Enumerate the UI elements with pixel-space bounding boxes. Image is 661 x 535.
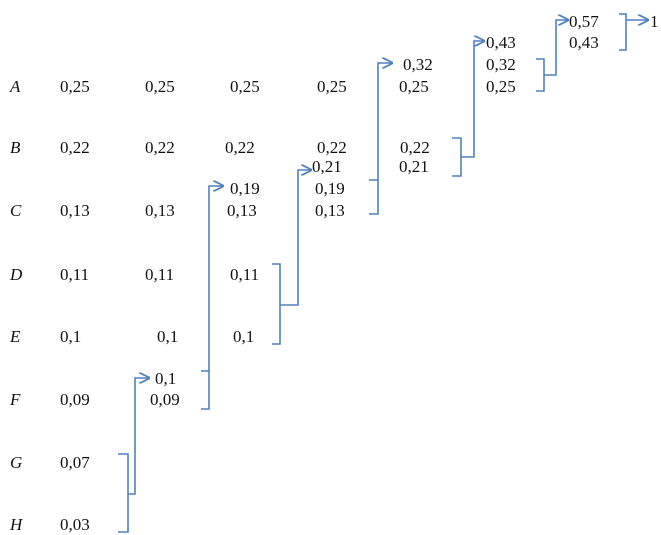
symbol-label-h: H: [9, 515, 24, 534]
merge-connector: [536, 20, 568, 92]
probability-value: 0,22: [317, 138, 347, 157]
probability-value: 0,03: [60, 515, 90, 534]
probability-value: 0,25: [145, 77, 175, 96]
probability-value: 0,13: [227, 201, 257, 220]
probability-value: 0,22: [225, 138, 255, 157]
probability-value: 0,25: [60, 77, 90, 96]
probability-value: 0,07: [60, 453, 90, 472]
probability-value: 0,1: [60, 327, 81, 346]
probability-value: 0,13: [60, 201, 90, 220]
probability-value: 0,13: [315, 201, 345, 220]
probability-value: 0,09: [60, 390, 90, 409]
probability-value: 0,22: [60, 138, 90, 157]
probability-value: 0,11: [230, 265, 259, 284]
symbol-label-c: C: [10, 201, 22, 220]
probability-value: 0,25: [317, 77, 347, 96]
symbol-label-e: E: [9, 327, 21, 346]
probability-value: 0,1: [233, 327, 254, 346]
probability-value: 0,22: [145, 138, 175, 157]
merge-connector: [369, 63, 392, 215]
probability-value: 0,1: [155, 369, 176, 388]
probability-value: 0,1: [157, 327, 178, 346]
merge-connector: [452, 41, 484, 177]
probability-value: 0,11: [145, 265, 174, 284]
probability-value: 0,19: [230, 179, 260, 198]
merge-connector: [118, 378, 149, 533]
symbol-label-g: G: [10, 453, 22, 472]
merge-connector: [272, 170, 311, 345]
probability-value: 0,43: [569, 33, 599, 52]
symbol-label-f: F: [9, 390, 21, 409]
probability-value: 0,19: [315, 179, 345, 198]
probability-value: 0,57: [569, 12, 599, 31]
probability-value: 0,43: [486, 33, 516, 52]
symbol-label-a: A: [9, 77, 21, 96]
probability-value: 0,21: [399, 157, 429, 176]
probability-value: 0,25: [230, 77, 260, 96]
probability-value: 0,32: [486, 55, 516, 74]
symbol-label-d: D: [9, 265, 23, 284]
probability-value: 0,11: [60, 265, 89, 284]
probability-value: 0,09: [150, 390, 180, 409]
symbol-label-b: B: [10, 138, 21, 157]
probability-value: 0,22: [400, 138, 430, 157]
probability-value: 0,13: [145, 201, 175, 220]
probability-value: 0,25: [399, 77, 429, 96]
merge-connector: [201, 186, 223, 410]
probability-value: 0,25: [486, 77, 516, 96]
probability-value: 0,32: [403, 55, 433, 74]
probability-value: 1: [650, 12, 659, 31]
probability-value: 0,21: [312, 157, 342, 176]
merge-connector: [619, 14, 648, 51]
